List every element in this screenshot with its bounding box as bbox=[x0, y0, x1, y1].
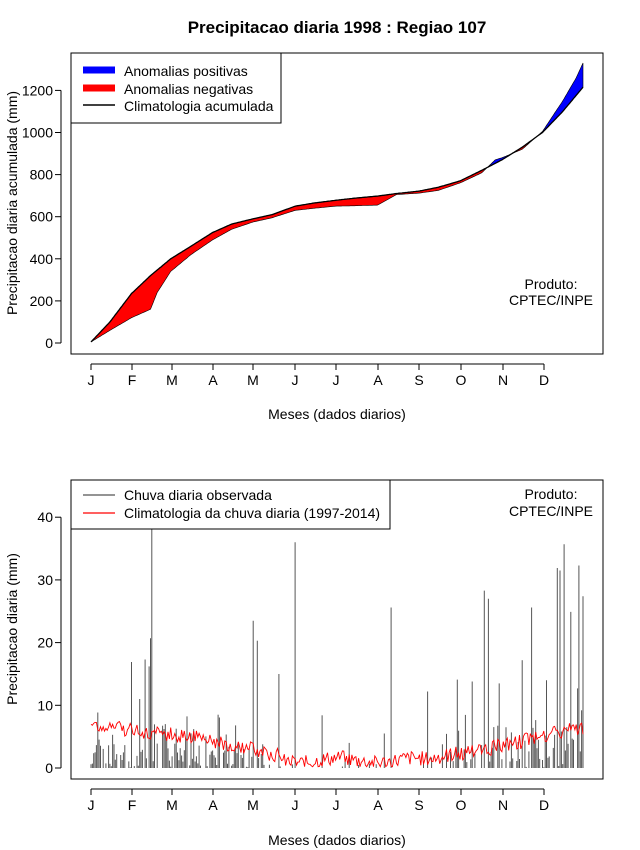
top-x-tick-label: O bbox=[456, 372, 467, 388]
top-y-tick-label: 200 bbox=[30, 293, 54, 309]
climatology-accumulated-line bbox=[90, 86, 584, 343]
legend-daily-clim-label: Climatologia da chuva diaria (1997-2014) bbox=[124, 505, 380, 521]
top-y-tick-label: 600 bbox=[30, 209, 54, 225]
bottom-x-tick-label: A bbox=[373, 797, 383, 813]
top-x-tick-label: F bbox=[128, 372, 137, 388]
bottom-note-line2: CPTEC/INPE bbox=[509, 503, 593, 519]
chart-title: Precipitacao diaria 1998 : Regiao 107 bbox=[188, 18, 487, 37]
top-y-tick-label: 1200 bbox=[22, 82, 53, 98]
top-x-tick-label: J bbox=[333, 372, 340, 388]
legend-observed-label: Chuva diaria observada bbox=[124, 487, 272, 503]
top-legend: Anomalias positivas Anomalias negativas … bbox=[70, 52, 282, 124]
top-y-axis: 0 200 400 600 800 1000 1200 bbox=[22, 82, 62, 351]
bottom-x-tick-label: J bbox=[333, 797, 340, 813]
bottom-y-tick-label: 30 bbox=[37, 572, 53, 588]
top-x-tick-label: A bbox=[208, 372, 218, 388]
top-x-tick-label: S bbox=[414, 372, 423, 388]
top-x-tick-label: D bbox=[539, 372, 549, 388]
top-y-tick-label: 400 bbox=[30, 251, 54, 267]
top-y-tick-label: 0 bbox=[45, 335, 53, 351]
bottom-y-tick-label: 10 bbox=[37, 697, 53, 713]
bottom-legend: Chuva diaria observada Climatologia da c… bbox=[70, 479, 391, 530]
bottom-x-tick-label: F bbox=[128, 797, 137, 813]
daily-rain-bars bbox=[90, 514, 584, 768]
bottom-note-line1: Produto: bbox=[525, 486, 578, 502]
top-y-label: Precipitacao diaria acumulada (mm) bbox=[4, 91, 20, 315]
legend-climatology-label: Climatologia acumulada bbox=[124, 98, 274, 114]
bottom-x-tick-label: M bbox=[166, 797, 178, 813]
bottom-x-label: Meses (dados diarios) bbox=[268, 832, 406, 848]
bottom-y-axis: 0 10 20 30 40 bbox=[37, 509, 62, 776]
bottom-x-tick-label: D bbox=[539, 797, 549, 813]
top-x-tick-label: J bbox=[88, 372, 95, 388]
bottom-y-tick-label: 20 bbox=[37, 635, 53, 651]
top-note-line1: Produto: bbox=[525, 276, 578, 292]
negative-anomaly-area bbox=[92, 165, 489, 342]
bottom-x-tick-label: O bbox=[456, 797, 467, 813]
legend-positive-label: Anomalias positivas bbox=[124, 63, 248, 79]
top-x-tick-label: N bbox=[498, 372, 508, 388]
daily-climatology-line bbox=[90, 720, 584, 768]
legend-negative-label: Anomalias negativas bbox=[124, 81, 253, 97]
top-x-label: Meses (dados diarios) bbox=[268, 406, 406, 422]
bottom-x-tick-label: S bbox=[414, 797, 423, 813]
top-y-tick-label: 1000 bbox=[22, 125, 53, 141]
top-y-tick-label: 800 bbox=[30, 167, 54, 183]
bottom-x-tick-label: M bbox=[247, 797, 259, 813]
top-plot-frame bbox=[70, 52, 604, 355]
bottom-y-tick-label: 0 bbox=[45, 760, 53, 776]
top-anomaly-areas bbox=[90, 62, 584, 343]
bottom-x-tick-label: A bbox=[208, 797, 218, 813]
bottom-x-tick-label: N bbox=[498, 797, 508, 813]
top-x-tick-label: A bbox=[373, 372, 383, 388]
bottom-y-label: Precipitacao diaria (mm) bbox=[4, 553, 20, 705]
bottom-legend-box bbox=[70, 479, 391, 530]
bottom-x-tick-label: J bbox=[88, 797, 95, 813]
top-x-tick-label: M bbox=[247, 372, 259, 388]
bottom-x-tick-label: J bbox=[292, 797, 299, 813]
top-x-tick-label: J bbox=[292, 372, 299, 388]
top-note-line2: CPTEC/INPE bbox=[509, 292, 593, 308]
positive-anomaly-area bbox=[535, 62, 584, 138]
top-x-tick-label: M bbox=[166, 372, 178, 388]
bottom-y-tick-label: 40 bbox=[37, 509, 53, 525]
